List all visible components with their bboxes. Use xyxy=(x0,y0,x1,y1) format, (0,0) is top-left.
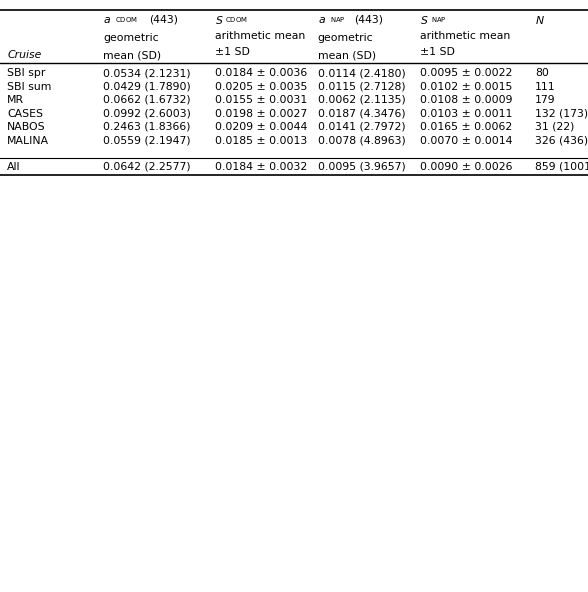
Text: 0.0078 (4.8963): 0.0078 (4.8963) xyxy=(318,136,405,146)
Text: 0.0642 (2.2577): 0.0642 (2.2577) xyxy=(103,162,191,172)
Text: 0.0095 ± 0.0022: 0.0095 ± 0.0022 xyxy=(420,68,513,78)
Text: 0.0185 ± 0.0013: 0.0185 ± 0.0013 xyxy=(215,136,307,146)
Text: (443): (443) xyxy=(149,15,178,25)
Text: 0.0205 ± 0.0035: 0.0205 ± 0.0035 xyxy=(215,82,307,92)
Text: All: All xyxy=(7,162,21,172)
Text: 0.0090 ± 0.0026: 0.0090 ± 0.0026 xyxy=(420,162,513,172)
Text: $a$: $a$ xyxy=(318,15,326,25)
Text: $S$: $S$ xyxy=(420,14,429,26)
Text: MALINA: MALINA xyxy=(7,136,49,146)
Text: 0.0992 (2.6003): 0.0992 (2.6003) xyxy=(103,108,191,118)
Text: 859 (1001): 859 (1001) xyxy=(535,162,588,172)
Text: 0.0559 (2.1947): 0.0559 (2.1947) xyxy=(103,136,191,146)
Text: $_{\mathrm{CDOM}}$: $_{\mathrm{CDOM}}$ xyxy=(115,15,138,25)
Text: SBI spr: SBI spr xyxy=(7,68,45,78)
Text: 0.0102 ± 0.0015: 0.0102 ± 0.0015 xyxy=(420,82,513,92)
Text: 0.0103 ± 0.0011: 0.0103 ± 0.0011 xyxy=(420,108,513,118)
Text: $_{\mathrm{CDOM}}$: $_{\mathrm{CDOM}}$ xyxy=(225,15,248,25)
Text: geometric: geometric xyxy=(318,33,373,43)
Text: 0.2463 (1.8366): 0.2463 (1.8366) xyxy=(103,122,191,132)
Text: arithmetic mean: arithmetic mean xyxy=(420,31,510,41)
Text: $_{\mathrm{NAP}}$: $_{\mathrm{NAP}}$ xyxy=(330,15,346,25)
Text: $_{\mathrm{NAP}}$: $_{\mathrm{NAP}}$ xyxy=(431,15,447,25)
Text: $a$: $a$ xyxy=(103,15,111,25)
Text: 0.0184 ± 0.0036: 0.0184 ± 0.0036 xyxy=(215,68,307,78)
Text: mean (SD): mean (SD) xyxy=(103,51,161,61)
Text: ±1 SD: ±1 SD xyxy=(215,47,249,57)
Text: SBI sum: SBI sum xyxy=(7,82,51,92)
Text: 111: 111 xyxy=(535,82,556,92)
Text: 132 (173): 132 (173) xyxy=(535,108,588,118)
Text: 0.0108 ± 0.0009: 0.0108 ± 0.0009 xyxy=(420,95,513,105)
Text: arithmetic mean: arithmetic mean xyxy=(215,31,305,41)
Text: 0.0155 ± 0.0031: 0.0155 ± 0.0031 xyxy=(215,95,307,105)
Text: 326 (436): 326 (436) xyxy=(535,136,588,146)
Text: 0.0184 ± 0.0032: 0.0184 ± 0.0032 xyxy=(215,162,307,172)
Text: 0.0198 ± 0.0027: 0.0198 ± 0.0027 xyxy=(215,108,307,118)
Text: ±1 SD: ±1 SD xyxy=(420,47,455,57)
Text: 0.0095 (3.9657): 0.0095 (3.9657) xyxy=(318,162,405,172)
Text: mean (SD): mean (SD) xyxy=(318,51,376,61)
Text: 0.0165 ± 0.0062: 0.0165 ± 0.0062 xyxy=(420,122,513,132)
Text: 179: 179 xyxy=(535,95,556,105)
Text: geometric: geometric xyxy=(103,33,159,43)
Bar xyxy=(0,180,588,592)
Text: 0.0429 (1.7890): 0.0429 (1.7890) xyxy=(103,82,191,92)
Text: (443): (443) xyxy=(355,15,383,25)
Text: Cruise: Cruise xyxy=(7,50,41,60)
Text: 0.0114 (2.4180): 0.0114 (2.4180) xyxy=(318,68,405,78)
Text: 0.0115 (2.7128): 0.0115 (2.7128) xyxy=(318,82,405,92)
Text: 0.0662 (1.6732): 0.0662 (1.6732) xyxy=(103,95,191,105)
Text: 0.0187 (4.3476): 0.0187 (4.3476) xyxy=(318,108,405,118)
Text: 0.0070 ± 0.0014: 0.0070 ± 0.0014 xyxy=(420,136,513,146)
Text: 0.0062 (2.1135): 0.0062 (2.1135) xyxy=(318,95,405,105)
Text: 31 (22): 31 (22) xyxy=(535,122,574,132)
Text: $S$: $S$ xyxy=(215,14,223,26)
Text: MR: MR xyxy=(7,95,24,105)
Text: 0.0209 ± 0.0044: 0.0209 ± 0.0044 xyxy=(215,122,307,132)
Text: $N$: $N$ xyxy=(535,14,545,26)
Text: NABOS: NABOS xyxy=(7,122,46,132)
Text: 0.0534 (2.1231): 0.0534 (2.1231) xyxy=(103,68,191,78)
Text: 80: 80 xyxy=(535,68,549,78)
Text: 0.0141 (2.7972): 0.0141 (2.7972) xyxy=(318,122,405,132)
Text: CASES: CASES xyxy=(7,108,43,118)
